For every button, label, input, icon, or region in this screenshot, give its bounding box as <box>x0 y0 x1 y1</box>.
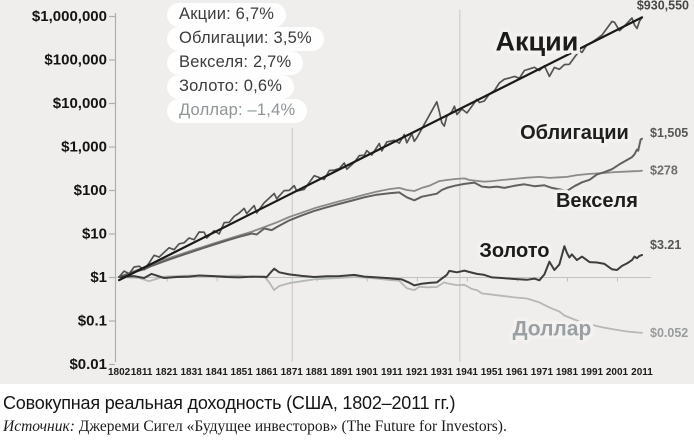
x-tick-label: 1811 <box>131 367 153 378</box>
x-tick-label: 2001 <box>606 367 629 378</box>
source-label: Источник: <box>3 418 75 435</box>
stocks-label: Акции <box>496 27 579 57</box>
x-tick-label: 1931 <box>431 367 454 378</box>
legend-item-label: Акции: 6,7% <box>179 5 275 23</box>
chart-area: $1,000,000 $100,000 $10,000 $1,000 $100 $10 $1… <box>0 0 694 384</box>
x-tick-label: 2011 <box>631 367 653 378</box>
dollar-label: Доллар <box>513 318 592 341</box>
bills-label: Векселя <box>556 190 638 212</box>
figure-title: Совокупная реальная доходность (США, 180… <box>3 393 456 413</box>
y-tick-label: $10,000 <box>53 95 107 112</box>
x-tick-label: 1981 <box>556 367 579 378</box>
x-tick-label: 1841 <box>206 367 229 378</box>
legend-item-dollar: Доллар: –1,4% <box>167 99 308 123</box>
legend-item-gold: Золото: 0,6% <box>167 75 295 99</box>
returns-legend: Акции: 6,7% Облигации: 3,5% Векселя: 2,7… <box>167 3 324 123</box>
bills-end-value: $278 <box>650 164 678 178</box>
y-tick-label: $1,000 <box>61 139 107 156</box>
x-tick-label: 1971 <box>531 367 554 378</box>
x-tick-label: 1901 <box>356 367 379 378</box>
bonds-label: Облигации <box>520 122 629 144</box>
y-tick-label: $10 <box>82 226 107 243</box>
x-tick-label: 1851 <box>231 367 254 378</box>
x-tick-label: 1921 <box>406 367 429 378</box>
total-real-returns-chart: $1,000,000 $100,000 $10,000 $1,000 $100 $10 $1… <box>32 0 689 378</box>
bonds-end-value: $1,505 <box>650 126 688 140</box>
bonds-line <box>118 137 643 278</box>
legend-item-bonds: Облигации: 3,5% <box>167 27 324 51</box>
y-tick-label: $0.01 <box>69 356 107 373</box>
source-text: Джереми Сигел «Будущее инвесторов» (The … <box>74 418 507 435</box>
dollar-end-value: $0.052 <box>650 326 688 340</box>
x-tick-label: 1941 <box>456 367 479 378</box>
gold-label: Золото <box>479 240 549 262</box>
x-tick-label: 1871 <box>281 367 304 378</box>
gold-line <box>118 245 643 287</box>
legend-item-label: Доллар: –1,4% <box>179 101 296 119</box>
bills-line <box>118 169 643 278</box>
x-tick-label: 1961 <box>506 367 529 378</box>
figure-source: Источник: Джереми Сигел «Будущее инвесто… <box>0 414 694 436</box>
stocks-end-value: $930,550 <box>637 0 689 12</box>
y-tick-label: $100,000 <box>44 52 107 69</box>
y-tick-label: $100 <box>74 182 107 199</box>
trend-line <box>117 16 644 282</box>
legend-item-label: Векселя: 2,7% <box>179 53 292 71</box>
y-tick-label: $1 <box>90 269 107 286</box>
x-tick-label: 1831 <box>181 367 204 378</box>
x-tick-label: 1802 <box>108 367 131 378</box>
x-tick-label: 1911 <box>381 367 403 378</box>
legend-item-label: Золото: 0,6% <box>179 77 283 95</box>
y-tick-label: $0.1 <box>78 313 107 330</box>
x-tick-label: 1881 <box>306 367 329 378</box>
caption-block: Совокупная реальная доходность (США, 180… <box>0 384 694 442</box>
legend-item-stocks: Акции: 6,7% <box>167 3 287 27</box>
x-tick-label: 1991 <box>581 367 604 378</box>
x-tick-label: 1821 <box>155 367 178 378</box>
y-tick-label: $1,000,000 <box>32 8 107 25</box>
gold-end-value: $3.21 <box>650 238 681 252</box>
x-tick-label: 1891 <box>331 367 354 378</box>
x-tick-label: 1861 <box>256 367 279 378</box>
legend-item-bills: Векселя: 2,7% <box>167 51 304 75</box>
legend-item-label: Облигации: 3,5% <box>179 29 312 47</box>
x-tick-label: 1951 <box>481 367 504 378</box>
